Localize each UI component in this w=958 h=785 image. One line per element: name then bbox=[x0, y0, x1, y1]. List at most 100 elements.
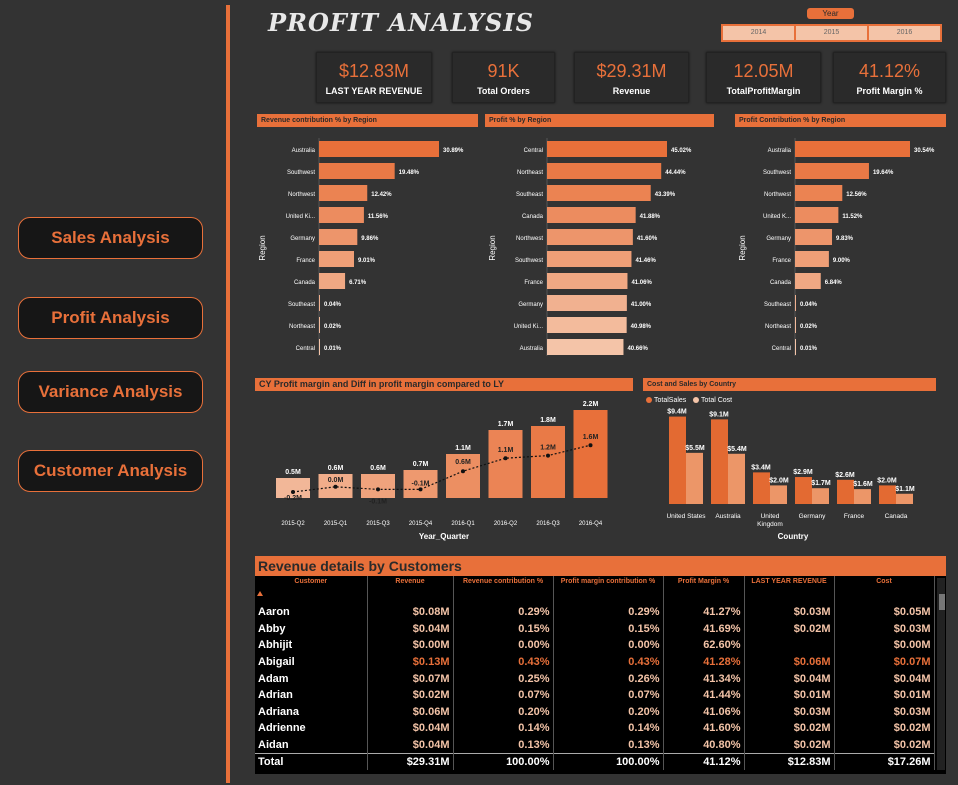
y-axis-label: Region bbox=[738, 235, 747, 260]
category-label: Canada bbox=[770, 280, 792, 286]
table-cell: 62.60% bbox=[663, 637, 745, 654]
table-row[interactable]: Adriana $0.06M 0.20% 0.20% 41.06% $0.03M $0.03… bbox=[255, 703, 935, 721]
tick-label: Canada bbox=[885, 513, 908, 520]
bar-totalsales bbox=[795, 477, 812, 504]
table-cell: 0.13% bbox=[453, 736, 554, 754]
profit-analysis-button[interactable]: Profit Analysis bbox=[18, 297, 203, 339]
legend-label-totalsales: TotalSales bbox=[654, 397, 687, 404]
data-label: 40.98% bbox=[631, 324, 652, 330]
year-option-2016[interactable]: 2016 bbox=[869, 26, 940, 40]
column-header[interactable]: LAST YEAR REVENUE bbox=[744, 576, 835, 604]
data-label: 9.86% bbox=[361, 236, 379, 242]
kpi-value: 91K bbox=[487, 61, 520, 81]
table-cell: $0.08M bbox=[367, 604, 454, 621]
bar bbox=[319, 251, 355, 267]
table-cell: 41.60% bbox=[663, 720, 745, 737]
table-row[interactable]: Abby $0.04M 0.15% 0.15% 41.69% $0.02M $0.03M bbox=[255, 620, 935, 638]
column-header[interactable]: Revenue contribution % bbox=[453, 576, 554, 604]
bar-total-cost bbox=[854, 489, 871, 504]
table-cell: $0.02M bbox=[834, 736, 935, 754]
table-cell: Adriana bbox=[255, 703, 368, 721]
customer-analysis-button[interactable]: Customer Analysis bbox=[18, 450, 203, 492]
column-header-label: Cost bbox=[876, 578, 892, 585]
bar bbox=[319, 273, 346, 289]
table-row[interactable]: Aidan $0.04M 0.13% 0.13% 40.80% $0.02M $0.02M bbox=[255, 736, 935, 754]
table-cell: $0.04M bbox=[744, 670, 835, 687]
column-header[interactable]: Cost bbox=[834, 576, 935, 604]
data-label: 44.44% bbox=[665, 170, 686, 176]
data-label: 41.46% bbox=[635, 258, 656, 264]
table-row[interactable]: Abhijit $0.00M 0.00% 0.00% 62.60% $0.00M bbox=[255, 637, 935, 654]
legend-marker-total-cost bbox=[693, 397, 699, 403]
tick-label: 2016-Q2 bbox=[494, 521, 518, 527]
data-label: $2.0M bbox=[877, 477, 897, 484]
table-cell: $12.83M bbox=[744, 752, 835, 770]
customer-table-title: Revenue details by Customers bbox=[255, 556, 946, 576]
table-row[interactable]: Adam $0.07M 0.25% 0.26% 41.34% $0.04M $0.04M bbox=[255, 670, 935, 687]
category-label: Germany bbox=[766, 236, 791, 242]
sort-asc-icon[interactable] bbox=[257, 591, 263, 596]
table-total-row[interactable]: Total $29.31M 100.00% 100.00% 41.12% $12.83M $… bbox=[255, 752, 935, 770]
bar bbox=[795, 317, 796, 333]
category-label: Canada bbox=[522, 214, 544, 220]
table-scrollbar[interactable] bbox=[937, 578, 945, 770]
category-label: Central bbox=[524, 148, 543, 154]
bar bbox=[795, 163, 869, 179]
data-label: 40.66% bbox=[627, 346, 648, 352]
table-row[interactable]: Adrienne $0.04M 0.14% 0.14% 41.60% $0.02M $0.0… bbox=[255, 720, 935, 737]
table-scrollbar-thumb[interactable] bbox=[939, 594, 945, 610]
table-row[interactable]: Adrian $0.02M 0.07% 0.07% 41.44% $0.01M $0.01M bbox=[255, 686, 935, 704]
divider-line bbox=[226, 5, 230, 783]
data-label: $1.1M bbox=[895, 486, 915, 493]
bar bbox=[547, 185, 651, 201]
legend-label-total-cost: Total Cost bbox=[701, 397, 732, 404]
table-cell: Aidan bbox=[255, 736, 368, 754]
bar bbox=[547, 207, 636, 223]
kpi-label: TotalProfitMargin bbox=[726, 86, 801, 96]
sales-analysis-button[interactable]: Sales Analysis bbox=[18, 217, 203, 259]
bar bbox=[795, 207, 839, 223]
year-slicer: 2014 2015 2016 bbox=[721, 24, 942, 42]
table-cell: Adrian bbox=[255, 686, 368, 704]
bar-total-cost bbox=[896, 493, 913, 504]
column-header[interactable]: Customer bbox=[255, 576, 368, 604]
year-option-2015[interactable]: 2015 bbox=[796, 26, 867, 40]
category-label: Southwest bbox=[287, 170, 315, 176]
data-label: 12.56% bbox=[846, 192, 867, 198]
data-label: 41.06% bbox=[631, 280, 652, 286]
data-label: 30.54% bbox=[914, 148, 935, 154]
profit-pct-chart-title: Profit % by Region bbox=[485, 114, 714, 127]
column-header[interactable]: Revenue bbox=[367, 576, 454, 604]
data-label: 6.84% bbox=[825, 280, 843, 286]
data-label: 1.8M bbox=[540, 417, 556, 424]
data-label: 45.02% bbox=[671, 148, 692, 154]
data-label: 30.89% bbox=[443, 148, 464, 154]
category-label: Australia bbox=[768, 148, 792, 154]
table-cell: 0.20% bbox=[453, 703, 554, 721]
table-cell: $0.03M bbox=[744, 703, 835, 721]
line-point bbox=[376, 487, 380, 492]
year-option-2014[interactable]: 2014 bbox=[723, 26, 794, 40]
cy-profit-margin-chart: 0.5M 2015-Q2 0.6M 2015-Q1 0.6M 2015-Q3 0.7M 201… bbox=[276, 401, 608, 541]
table-cell: 0.07% bbox=[453, 686, 554, 704]
column-header[interactable]: Profit margin contribution % bbox=[553, 576, 664, 604]
category-label: Australia bbox=[292, 148, 316, 154]
column-header-label: Profit margin contribution % bbox=[560, 578, 656, 585]
table-row[interactable]: Abigail $0.13M 0.43% 0.43% 41.28% $0.06M $0.07… bbox=[255, 653, 935, 671]
bar bbox=[531, 426, 565, 498]
variance-analysis-button[interactable]: Variance Analysis bbox=[18, 371, 203, 413]
tick-label: Australia bbox=[715, 513, 741, 520]
table-cell: 0.43% bbox=[453, 653, 554, 671]
category-label: Central bbox=[772, 346, 791, 352]
column-header[interactable]: Profit Margin % bbox=[663, 576, 745, 604]
table-cell bbox=[744, 637, 835, 654]
table-row[interactable]: Aaron $0.08M 0.29% 0.29% 41.27% $0.03M $0.05M bbox=[255, 604, 935, 621]
bar-totalsales bbox=[837, 479, 854, 504]
table-cell: Abby bbox=[255, 620, 368, 638]
bar-totalsales bbox=[879, 485, 896, 504]
data-label: 0.01% bbox=[324, 346, 342, 352]
cy-profit-chart-title: CY Profit margin and Diff in profit marg… bbox=[255, 378, 633, 391]
category-label: Southeast bbox=[764, 302, 791, 308]
table-cell: 0.26% bbox=[553, 670, 664, 687]
bar-totalsales bbox=[669, 416, 686, 504]
